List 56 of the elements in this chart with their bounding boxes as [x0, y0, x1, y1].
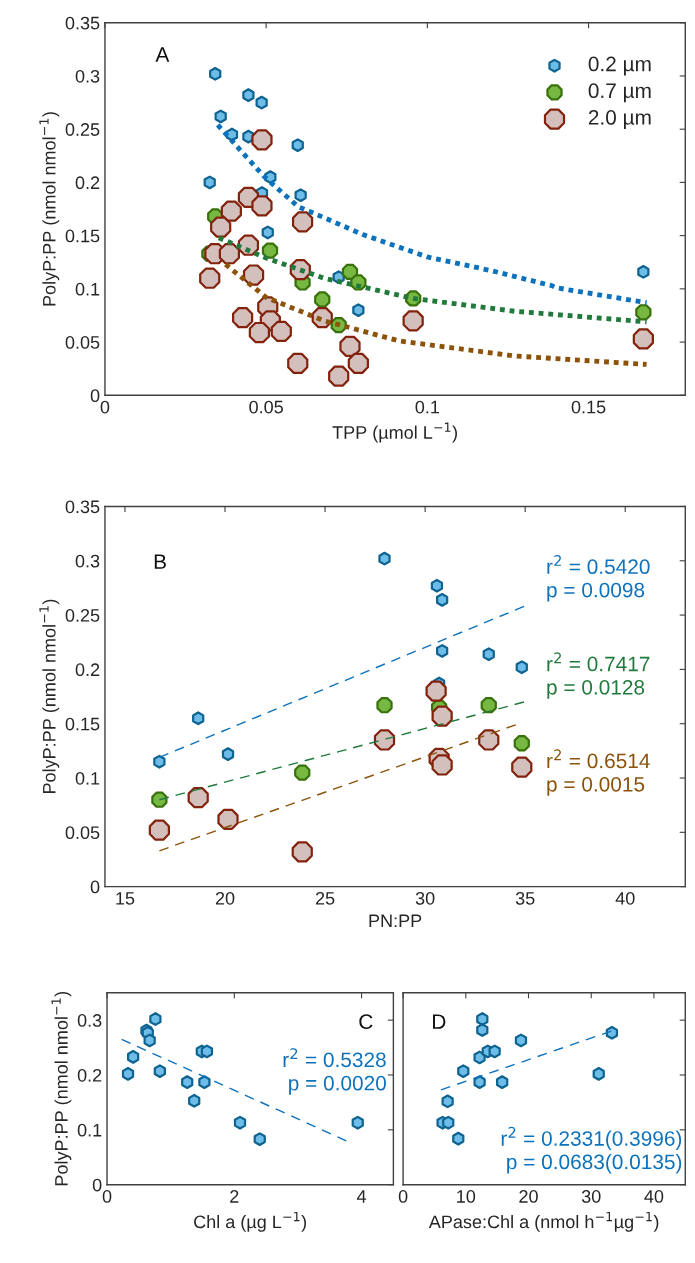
x-tick-label: 0.1 [415, 400, 440, 414]
y-tick-label: 0 [90, 389, 100, 403]
y-tick-label: 0.25 [65, 123, 100, 136]
x-tick-label: 25 [315, 891, 335, 905]
y-tick-label: 0.05 [65, 336, 100, 349]
y-tick-label: 0.1 [77, 1123, 102, 1137]
x-axis-title: TPP (µmol L$^{−1}$) [332, 422, 457, 443]
y-tick-label: 0.15 [65, 229, 100, 243]
y-tick-label: 0 [92, 1178, 102, 1192]
text: r$^{2}$ = 0.2331(0.3996) p = 0.0683(0.0135) [501, 1126, 682, 1174]
text: C [359, 1014, 373, 1030]
y-tick-label: 0.2 [77, 1068, 102, 1082]
x-tick-label: 4 [356, 1190, 367, 1203]
y-tick-label: 0 [90, 880, 100, 894]
y-tick-label: 0.2 [75, 176, 100, 190]
y-tick-label: 0.1 [75, 282, 100, 296]
text: D [433, 1014, 446, 1029]
x-tick-label: 0.15 [571, 400, 606, 414]
x-tick-label: 40 [615, 891, 635, 905]
x-axis-title: Chl a (µg L$^{−1}$) [194, 1211, 307, 1232]
y-tick-label: 0.3 [75, 554, 100, 568]
text: B [154, 554, 166, 569]
x-tick-label: 0.05 [249, 400, 283, 414]
series-label: r$^{2}$ = 0.6514 p = 0.0015 [547, 749, 650, 796]
x-axis-title: PN:PP [369, 914, 422, 927]
legend-label: 0.7 µm [588, 83, 651, 103]
y-axis-title: PolyP:PP (nmol nmol$^{−1}$) [51, 991, 72, 1186]
y-tick-label: 0.05 [65, 826, 100, 840]
x-tick-label: 10 [457, 1190, 476, 1203]
x-tick-label: 40 [644, 1190, 664, 1203]
y-axis-title: PolyP:PP (nmol nmol$^{−1}$) [39, 112, 60, 306]
y-axis-title: PolyP:PP (nmol nmol$^{−1}$) [39, 599, 60, 794]
y-tick-label: 0.1 [75, 771, 100, 785]
x-tick-label: 2 [230, 1190, 239, 1203]
x-tick-label: 20 [519, 1190, 538, 1203]
x-axis-title: APase:Chl a (nmol h$^{−1}$µg$^{−1}$) [428, 1211, 659, 1232]
y-tick-label: 0.3 [75, 69, 100, 83]
y-tick-label: 0.35 [65, 16, 100, 30]
y-tick-label: 0.3 [77, 1014, 102, 1027]
y-tick-label: 0.25 [65, 609, 100, 622]
legend-label: 0.2 µm [588, 56, 651, 76]
x-tick-label: 0 [102, 1190, 112, 1203]
series-label: r$^{2}$ = 0.5420 p = 0.0098 [547, 555, 650, 602]
x-tick-label: 15 [116, 892, 135, 905]
series-label: r$^{2}$ = 0.5328 p = 0.0020 [283, 1048, 386, 1095]
x-tick-label: 30 [581, 1190, 601, 1203]
y-tick-label: 0.2 [75, 663, 100, 677]
y-tick-label: 0.15 [65, 717, 100, 731]
x-tick-label: 0 [398, 1190, 408, 1203]
x-tick-label: 35 [515, 891, 535, 905]
series-label: r$^{2}$ = 0.7417 p = 0.0128 [547, 652, 650, 699]
legend-label: 2.0 µm [588, 110, 651, 129]
text: A [155, 47, 170, 62]
y-tick-label: 0.35 [65, 500, 100, 514]
x-tick-label: 20 [215, 891, 235, 905]
x-tick-label: 30 [415, 891, 435, 905]
